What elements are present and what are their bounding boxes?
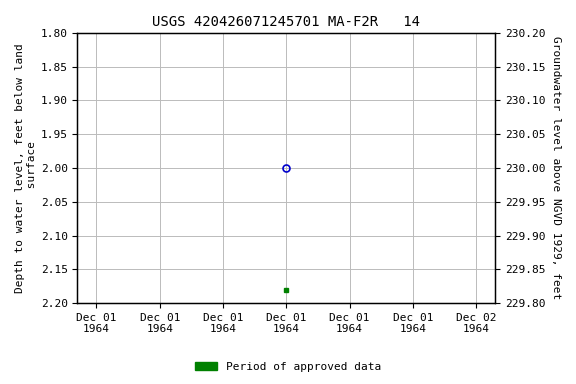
Y-axis label: Depth to water level, feet below land
 surface: Depth to water level, feet below land su… xyxy=(15,43,37,293)
Legend: Period of approved data: Period of approved data xyxy=(191,358,385,377)
Title: USGS 420426071245701 MA-F2R   14: USGS 420426071245701 MA-F2R 14 xyxy=(153,15,420,29)
Y-axis label: Groundwater level above NGVD 1929, feet: Groundwater level above NGVD 1929, feet xyxy=(551,36,561,300)
